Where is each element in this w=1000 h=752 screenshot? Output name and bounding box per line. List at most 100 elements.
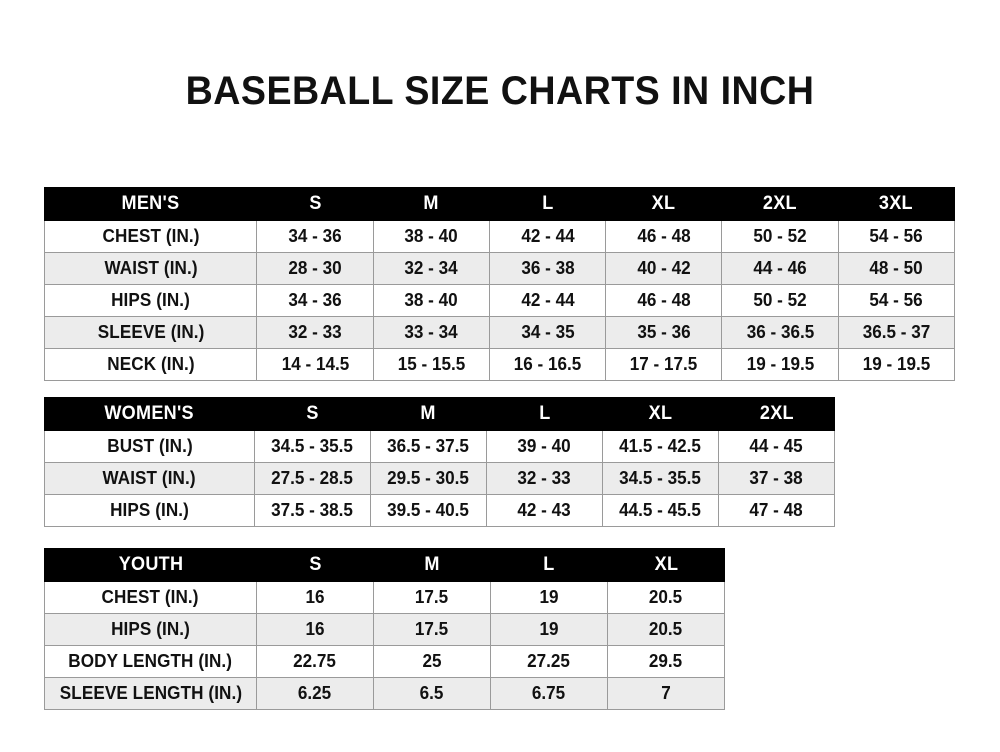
mens-column-header-l: L: [488, 187, 607, 221]
youth-measurement-cell: 19: [490, 613, 608, 646]
measurement-value: 6.5: [420, 683, 444, 703]
measurement-value: 42 - 44: [520, 226, 575, 246]
measurement-value: 15 - 15.5: [397, 354, 466, 374]
womens-column-header-s: S: [254, 397, 371, 431]
mens-column-label: XL: [651, 193, 676, 214]
measurement-value: 39.5 - 40.5: [387, 500, 470, 520]
measurement-value: 34.5 - 35.5: [619, 468, 702, 488]
youth-column-header-l: L: [490, 548, 608, 582]
mens-measurement-cell: 34 - 35: [488, 316, 607, 349]
mens-measurement-cell: 33 - 34: [372, 316, 490, 349]
mens-row-label: WAIST (IN.): [43, 252, 258, 285]
youth-measurement-cell: 6.25: [256, 677, 374, 710]
measurement-value: 7: [661, 683, 671, 703]
mens-measurement-cell: 50 - 52: [721, 284, 839, 317]
youth-measurement-cell: 17.5: [373, 581, 491, 614]
womens-row-label: WAIST (IN.): [44, 462, 255, 495]
measurement-value: 19 - 19.5: [746, 354, 814, 374]
mens-column-label: 3XL: [879, 193, 914, 214]
womens-measurement-cell: 27.5 - 28.5: [254, 462, 371, 495]
row-label-text: BODY LENGTH (IN.): [68, 651, 233, 671]
womens-measurement-cell: 34.5 - 35.5: [254, 430, 371, 463]
youth-measurement-cell: 7: [607, 677, 725, 710]
table-row: SLEEVE (IN.) 32 - 33 33 - 34 34 - 35 35 - 36…: [43, 316, 956, 349]
womens-measurement-cell: 34.5 - 35.5: [602, 462, 719, 495]
table-row: HIPS (IN.) 34 - 36 38 - 40 42 - 44 46 - 48 50…: [43, 284, 956, 317]
mens-measurement-cell: 54 - 56: [837, 284, 956, 317]
mens-measurement-cell: 50 - 52: [721, 220, 839, 253]
youth-measurement-cell: 20.5: [607, 613, 725, 646]
youth-measurement-cell: 16: [256, 581, 374, 614]
measurement-value: 34 - 36: [288, 226, 342, 246]
measurement-value: 32 - 33: [288, 322, 342, 342]
womens-column-header-xl: XL: [602, 397, 719, 431]
youth-header-row: YOUTH S M L XL: [44, 548, 725, 582]
mens-size-table: MEN'S S M L XL 2XL 3XL CHEST (IN.) 34 - 36 38 - 4…: [43, 187, 956, 381]
measurement-value: 44 - 46: [753, 258, 807, 278]
mens-measurement-cell: 35 - 36: [605, 316, 723, 349]
mens-row-label: HIPS (IN.): [43, 284, 258, 317]
youth-category-label: YOUTH: [118, 554, 183, 575]
youth-measurement-cell: 22.75: [256, 645, 374, 678]
table-row: CHEST (IN.) 16 17.5 19 20.5: [44, 581, 725, 614]
measurement-value: 17.5: [415, 587, 449, 607]
youth-row-label: SLEEVE LENGTH (IN.): [44, 677, 257, 710]
measurement-value: 6.25: [298, 683, 332, 703]
table-row: BUST (IN.) 34.5 - 35.5 36.5 - 37.5 39 - 40 4…: [44, 430, 835, 463]
row-label-text: CHEST (IN.): [101, 587, 199, 607]
womens-column-header-m: M: [370, 397, 487, 431]
womens-category-header: WOMEN'S: [44, 397, 255, 431]
womens-row-label: HIPS (IN.): [44, 494, 255, 527]
womens-measurement-cell: 42 - 43: [486, 494, 603, 527]
womens-column-label: XL: [648, 403, 673, 424]
measurement-value: 50 - 52: [753, 290, 807, 310]
measurement-value: 32 - 33: [517, 468, 572, 488]
measurement-value: 20.5: [649, 619, 683, 639]
row-label-text: BUST (IN.): [106, 436, 193, 456]
mens-measurement-cell: 19 - 19.5: [721, 348, 839, 381]
measurement-value: 44 - 45: [749, 436, 804, 456]
womens-column-label: M: [420, 403, 437, 424]
youth-row-label: BODY LENGTH (IN.): [44, 645, 257, 678]
mens-measurement-cell: 32 - 34: [372, 252, 490, 285]
measurement-value: 54 - 56: [869, 226, 923, 246]
row-label-text: NECK (IN.): [107, 354, 195, 374]
mens-measurement-cell: 54 - 56: [837, 220, 956, 253]
womens-measurement-cell: 44.5 - 45.5: [602, 494, 719, 527]
youth-column-label: L: [543, 554, 555, 575]
womens-measurement-cell: 41.5 - 42.5: [602, 430, 719, 463]
youth-size-table: YOUTH S M L XL CHEST (IN.) 16 17.5 19 20.5 HIPS (I…: [44, 548, 725, 710]
measurement-value: 37 - 38: [749, 468, 804, 488]
page-title: BASEBALL SIZE CHARTS IN INCH: [185, 69, 815, 113]
measurement-value: 50 - 52: [753, 226, 807, 246]
mens-measurement-cell: 15 - 15.5: [372, 348, 490, 381]
youth-column-label: M: [424, 554, 440, 575]
womens-measurement-cell: 39 - 40: [486, 430, 603, 463]
mens-column-header-3xl: 3XL: [837, 187, 956, 221]
measurement-value: 32 - 34: [404, 258, 458, 278]
row-label-text: HIPS (IN.): [110, 500, 189, 520]
measurement-value: 36 - 36.5: [746, 322, 814, 342]
mens-measurement-cell: 38 - 40: [372, 220, 490, 253]
row-label-text: WAIST (IN.): [102, 468, 197, 488]
mens-measurement-cell: 19 - 19.5: [837, 348, 956, 381]
mens-row-label: CHEST (IN.): [43, 220, 258, 253]
table-row: NECK (IN.) 14 - 14.5 15 - 15.5 16 - 16.5 17 …: [43, 348, 956, 381]
womens-measurement-cell: 37.5 - 38.5: [254, 494, 371, 527]
measurement-value: 36.5 - 37.5: [387, 436, 470, 456]
youth-measurement-cell: 6.75: [490, 677, 608, 710]
womens-column-header-2xl: 2XL: [718, 397, 835, 431]
row-label-text: WAIST (IN.): [104, 258, 198, 278]
womens-header-row: WOMEN'S S M L XL 2XL: [44, 397, 835, 431]
measurement-value: 36.5 - 37: [862, 322, 931, 342]
youth-measurement-cell: 17.5: [373, 613, 491, 646]
table-row: BODY LENGTH (IN.) 22.75 25 27.25 29.5: [44, 645, 725, 678]
table-row: WAIST (IN.) 27.5 - 28.5 29.5 - 30.5 32 - 33…: [44, 462, 835, 495]
row-label-text: CHEST (IN.): [102, 226, 200, 246]
mens-column-label: M: [423, 193, 439, 214]
measurement-value: 19: [539, 619, 559, 639]
mens-column-label: S: [308, 193, 322, 214]
measurement-value: 25: [422, 651, 442, 671]
mens-measurement-cell: 48 - 50: [837, 252, 956, 285]
